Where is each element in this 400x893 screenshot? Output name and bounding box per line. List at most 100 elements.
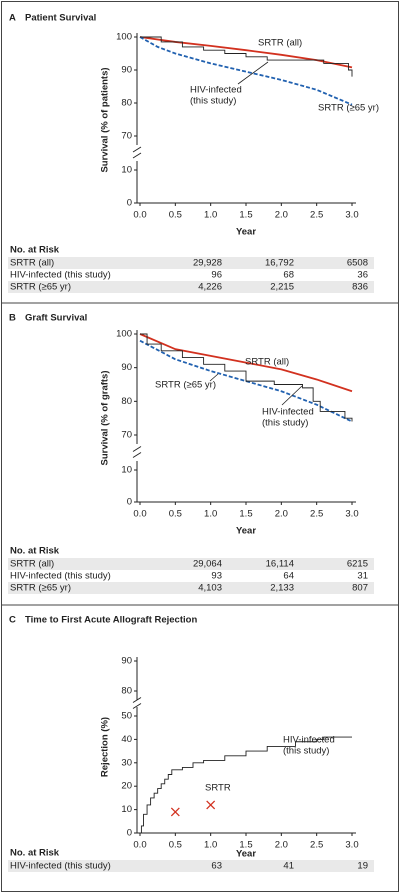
marker	[206, 800, 216, 810]
y-tick-label: 80	[121, 98, 132, 109]
y-tick-label: 10	[121, 165, 132, 176]
y-tick-label: 100	[116, 329, 132, 340]
x-tick-label: 0.0	[133, 840, 146, 851]
x-tick-label: 0.0	[133, 509, 146, 520]
x-tick-label: 0.0	[133, 210, 146, 221]
axis-break	[132, 703, 142, 709]
x-tick-label: 1.0	[204, 210, 217, 221]
risk-count: 29,064	[193, 559, 222, 570]
y-tick-label: 30	[121, 757, 132, 768]
annotation: (this study)	[190, 96, 236, 107]
risk-count: 68	[283, 270, 294, 281]
series-line	[139, 36, 353, 106]
x-tick-label: 2.5	[310, 840, 323, 851]
y-tick-label: 90	[121, 362, 132, 373]
panel-title: Patient Survival	[25, 13, 96, 24]
y-tick-label: 100	[116, 32, 132, 43]
x-tick-label: 3.0	[345, 840, 358, 851]
y-tick-label: 80	[121, 396, 132, 407]
y-tick-label: 0	[127, 198, 132, 209]
risk-count: 6508	[347, 258, 368, 269]
series-line	[139, 333, 353, 393]
annotation: SRTR (all)	[245, 357, 289, 368]
panel-label: B	[9, 313, 16, 324]
x-tick-label: 1.5	[239, 840, 252, 851]
x-tick-label: 1.0	[204, 840, 217, 851]
x-tick-label: 0.5	[169, 210, 182, 221]
risk-count: 16,114	[266, 559, 294, 570]
x-tick-label: 2.5	[310, 210, 323, 221]
risk-count: 16,792	[265, 258, 294, 269]
row-label: SRTR (all)	[10, 258, 54, 269]
row-label: HIV-infected (this study)	[10, 270, 111, 281]
risk-count: 64	[283, 571, 294, 582]
axis-break	[132, 697, 142, 703]
marker-stroke	[206, 800, 216, 810]
y-tick-label: 10	[121, 465, 132, 476]
risk-count: 6215	[347, 559, 368, 570]
risk-title: No. at Risk	[10, 546, 60, 557]
risk-count: 31	[357, 571, 368, 582]
row-label: SRTR (≥65 yr)	[10, 282, 71, 293]
risk-count: 836	[352, 282, 368, 293]
y-tick-label: 90	[121, 656, 132, 667]
risk-count: 2,215	[270, 282, 294, 293]
series-line	[140, 333, 353, 422]
y-tick-label: 10	[121, 804, 132, 815]
x-axis-title: Year	[236, 227, 256, 238]
row-shade	[8, 558, 374, 570]
risk-title: No. at Risk	[10, 848, 60, 859]
annotation: SRTR	[205, 783, 231, 794]
annotation: SRTR (≥65 yr)	[318, 103, 379, 114]
y-axis-title: Survival (% of patients)	[100, 67, 111, 172]
annotation: (this study)	[262, 418, 308, 429]
y-tick-label: 80	[121, 686, 132, 697]
risk-title: No. at Risk	[10, 245, 60, 256]
row-label: HIV-infected (this study)	[10, 861, 111, 872]
x-tick-label: 1.0	[204, 509, 217, 520]
x-tick-label: 3.0	[345, 509, 358, 520]
axis-break	[132, 446, 142, 452]
series-line	[139, 339, 353, 423]
pointer	[209, 373, 219, 382]
series-line	[140, 736, 352, 834]
x-tick-label: 0.5	[169, 840, 182, 851]
row-shade	[8, 257, 374, 269]
risk-count: 807	[352, 583, 368, 594]
panel-label: A	[9, 13, 16, 24]
marker-stroke	[170, 807, 180, 817]
x-tick-label: 1.5	[239, 210, 252, 221]
risk-count: 19	[357, 861, 368, 872]
row-label: HIV-infected (this study)	[10, 571, 111, 582]
risk-count: 4,226	[198, 282, 222, 293]
risk-count: 2,133	[270, 583, 294, 594]
axis-break	[132, 152, 142, 159]
y-axis-title: Survival (% of grafts)	[100, 370, 111, 465]
row-shade	[8, 582, 374, 594]
annotation: (this study)	[283, 746, 329, 757]
x-tick-label: 2.5	[310, 509, 323, 520]
risk-count: 96	[211, 270, 222, 281]
risk-count: 29,928	[193, 258, 222, 269]
annotation: HIV-infected	[190, 85, 242, 96]
risk-count: 36	[357, 270, 368, 281]
y-tick-label: 0	[127, 828, 132, 839]
pointer	[281, 385, 303, 406]
panel-title: Graft Survival	[25, 313, 87, 324]
x-tick-label: 2.0	[275, 210, 288, 221]
risk-count: 4,103	[198, 583, 222, 594]
pointer	[237, 61, 269, 85]
risk-count: 63	[211, 861, 222, 872]
x-axis-title: Year	[236, 526, 256, 537]
panel-title: Time to First Acute Allograft Rejection	[25, 615, 197, 626]
x-tick-label: 0.5	[169, 509, 182, 520]
panel-label: C	[9, 615, 16, 626]
row-label: SRTR (≥65 yr)	[10, 583, 71, 594]
x-axis-title: Year	[236, 849, 256, 860]
y-axis-title: Rejection (%)	[100, 717, 111, 777]
row-shade	[8, 860, 374, 872]
annotation: SRTR (≥65 yr)	[155, 380, 216, 391]
annotation: HIV-infected	[283, 735, 335, 746]
x-tick-label: 3.0	[345, 210, 358, 221]
